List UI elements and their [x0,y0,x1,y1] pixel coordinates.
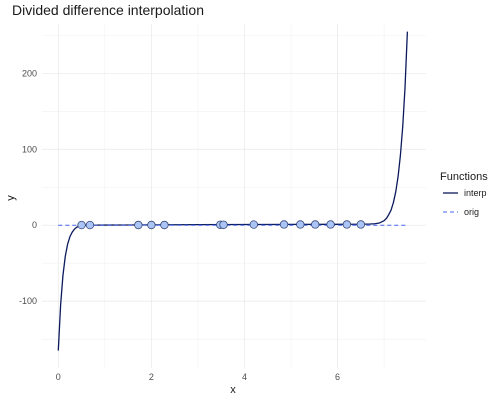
data-point [85,220,95,230]
legend-label-orig: orig [464,207,479,217]
data-point [356,220,366,229]
data-point [77,220,86,230]
x-tick-label: 0 [56,372,61,382]
x-tick-label: 2 [149,372,154,382]
data-point [326,220,335,229]
chart-title: Divided difference interpolation [12,2,204,18]
x-tick-label: 6 [335,372,340,382]
y-tick-label: -100 [19,296,37,306]
plot-panel [42,24,426,368]
legend-title: Functions [440,171,488,183]
data-point [147,220,156,230]
x-axis-title: x [230,384,236,396]
x-tick-label: 4 [242,372,247,382]
tick-labels: 0 2 4 6 -100 0 100 200 [19,68,340,382]
data-point [296,220,305,229]
y-tick-label: 100 [22,144,37,154]
data-point [311,220,320,229]
legend-label-interp: interp [464,188,487,198]
data-point [342,220,352,229]
data-point [160,220,169,230]
y-tick-label: 200 [22,68,37,78]
series-line-interp [57,31,409,351]
data-point [134,220,143,230]
y-axis-title: y [5,195,17,201]
data-point [279,220,289,229]
data-points [77,220,366,230]
data-point [249,220,258,229]
y-tick-label: 0 [32,220,37,230]
legend: Functions interp orig [440,171,488,217]
data-point [219,220,228,229]
